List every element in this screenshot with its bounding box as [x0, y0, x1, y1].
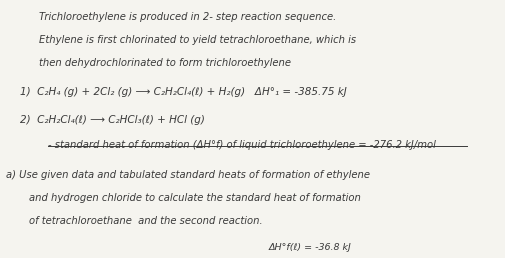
Text: - standard heat of formation (ΔH°f) of liquid trichloroethylene = -276.2 kJ/mol: - standard heat of formation (ΔH°f) of l…: [48, 141, 435, 150]
Text: of tetrachloroethane  and the second reaction.: of tetrachloroethane and the second reac…: [29, 216, 263, 226]
Text: 1)  C₂H₄ (g) + 2Cl₂ (g) ⟶ C₂H₂Cl₄(ℓ) + H₂(g)   ΔH°₁ = -385.75 kJ: 1) C₂H₄ (g) + 2Cl₂ (g) ⟶ C₂H₂Cl₄(ℓ) + H₂…: [20, 87, 346, 97]
Text: ΔH°f(ℓ) = -36.8 kJ: ΔH°f(ℓ) = -36.8 kJ: [268, 243, 350, 252]
Text: then dehydrochlorinated to form trichloroethylene: then dehydrochlorinated to form trichlor…: [39, 58, 290, 68]
Text: Trichloroethylene is produced in 2- step reaction sequence.: Trichloroethylene is produced in 2- step…: [39, 12, 335, 22]
Text: and hydrogen chloride to calculate the standard heat of formation: and hydrogen chloride to calculate the s…: [29, 193, 361, 203]
Text: Ethylene is first chlorinated to yield tetrachloroethane, which is: Ethylene is first chlorinated to yield t…: [39, 35, 356, 45]
Text: 2)  C₂H₂Cl₄(ℓ) ⟶ C₂HCl₃(ℓ) + HCl (g): 2) C₂H₂Cl₄(ℓ) ⟶ C₂HCl₃(ℓ) + HCl (g): [20, 115, 205, 125]
Text: a) Use given data and tabulated standard heats of formation of ethylene: a) Use given data and tabulated standard…: [6, 170, 369, 180]
